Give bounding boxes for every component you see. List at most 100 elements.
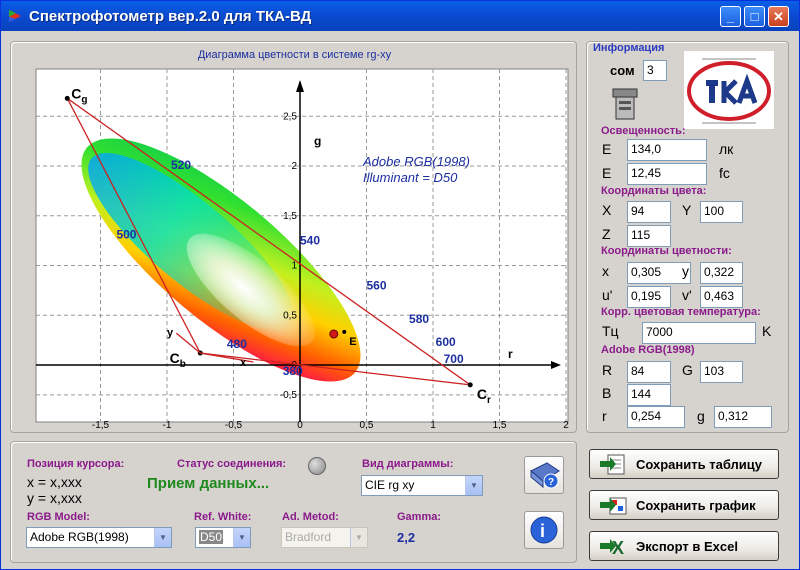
chevron-down-icon[interactable]: ▼: [154, 528, 171, 547]
b-field[interactable]: 144: [627, 384, 671, 406]
svg-text:X: X: [612, 538, 624, 557]
close-button[interactable]: ✕: [768, 6, 789, 27]
save-chart-button[interactable]: Сохранить график: [589, 490, 779, 520]
x-tick-label: -1,5: [92, 420, 110, 431]
save-table-button[interactable]: Сохранить таблицу: [589, 449, 779, 479]
white-point-label: E: [349, 336, 356, 348]
help-book-icon: ?: [530, 462, 560, 489]
save-table-label: Сохранить таблицу: [636, 456, 762, 472]
spectral-locus: [81, 138, 361, 382]
b-label: B: [602, 385, 612, 401]
y-field[interactable]: 100: [700, 201, 743, 223]
conn-label: Статус соединения:: [177, 458, 287, 470]
white-point: [329, 329, 339, 339]
com-field[interactable]: 3: [643, 60, 667, 81]
overlay-line2: Illuminant = D50: [363, 170, 458, 185]
e2-field[interactable]: 12,45: [627, 163, 707, 185]
y-tick-label: 2: [291, 161, 297, 172]
chroma-header: Координаты цветности:: [601, 245, 732, 257]
v-label: v': [682, 287, 692, 303]
x-tick-label: 1,5: [493, 420, 507, 431]
chevron-down-icon[interactable]: ▼: [233, 528, 250, 547]
svg-text:?: ?: [548, 477, 554, 488]
primary-point: [467, 382, 473, 388]
gamma-value: 2,2: [397, 530, 416, 545]
x-field[interactable]: 94: [627, 201, 671, 223]
wavelength-label: 380: [283, 364, 303, 378]
overlay-line1: Adobe RGB(1998): [362, 154, 470, 169]
gg-field[interactable]: 0,312: [714, 406, 772, 428]
y-direction-line: [175, 332, 201, 354]
v-field[interactable]: 0,463: [700, 286, 743, 308]
y-label: Y: [682, 202, 692, 218]
chromaticity-chart[interactable]: rg-1,5 -1 -0,5 0 0,5 1 1,5 22,521,510,50-0,5 Cg…: [11, 42, 578, 434]
y-tick-label: 0: [291, 360, 297, 371]
r-axis-name: r: [508, 347, 513, 361]
window-title: Спектрофотометр вер.2.0 для ТКА-ВД: [29, 7, 312, 25]
r-field[interactable]: 84: [627, 361, 671, 383]
primary-point: [64, 95, 70, 101]
g-axis-arrow: [296, 80, 304, 92]
ref-white-select[interactable]: D50 ▼: [195, 527, 251, 548]
equal-energy-point: [342, 329, 347, 334]
chart-panel: Диаграмма цветности в системе rg-xy r g -1…: [10, 41, 577, 433]
conn-status-text: Прием данных...: [147, 475, 270, 492]
port-icon: [611, 87, 639, 121]
cct-header: Корр. цветовая температура:: [601, 306, 761, 318]
tc-field[interactable]: 7000: [642, 322, 756, 344]
info-title: Информация: [593, 42, 665, 54]
ad-method-value: Bradford: [285, 530, 332, 544]
excel-icon: X: [600, 535, 628, 558]
app-icon: [7, 8, 23, 24]
e2-unit: fc: [719, 165, 730, 181]
title-bar[interactable]: Спектрофотометр вер.2.0 для ТКА-ВД _ □ ✕: [1, 1, 799, 31]
chevron-down-icon[interactable]: ▼: [350, 528, 367, 547]
export-excel-button[interactable]: X Экспорт в Excel: [589, 531, 779, 561]
wavelength-label: 580: [409, 312, 429, 326]
y-tick-label: 1: [291, 261, 297, 272]
tc-unit: K: [762, 323, 772, 339]
y-tick-label: 0,5: [283, 310, 297, 321]
maximize-button[interactable]: □: [744, 6, 765, 27]
x-tick-label: 0: [297, 420, 303, 431]
tc-label: Тц: [602, 323, 619, 339]
e1-unit: лк: [719, 141, 734, 157]
diagram-type-value: CIE rg xy: [365, 478, 415, 492]
info-button[interactable]: i: [524, 511, 564, 549]
y-tick-label: 1,5: [283, 211, 297, 222]
e1-field[interactable]: 134,0: [627, 139, 707, 161]
wavelength-label: 480: [227, 337, 247, 351]
svg-text:i: i: [540, 521, 545, 541]
help-book-button[interactable]: ?: [524, 456, 564, 494]
spectral-locus-white: [186, 233, 316, 347]
export-excel-label: Экспорт в Excel: [636, 538, 738, 554]
g-field[interactable]: 103: [700, 361, 743, 383]
ad-method-select[interactable]: Bradford ▼: [281, 527, 368, 548]
gamma-label: Gamma:: [397, 511, 442, 523]
y-axis-label: y: [167, 327, 174, 339]
rgb-model-select[interactable]: Adobe RGB(1998) ▼: [26, 527, 172, 548]
rgb-header: Adobe RGB(1998): [601, 344, 695, 356]
color-header: Координаты цвета:: [601, 185, 707, 197]
wavelength-label: 540: [300, 234, 320, 248]
minimize-button[interactable]: _: [720, 6, 741, 27]
ref-white-label: Ref. White:: [194, 511, 252, 523]
y-tick-label: -0,5: [280, 390, 298, 401]
chevron-down-icon[interactable]: ▼: [465, 476, 482, 495]
cursor-x: x = x,xxx: [27, 474, 82, 490]
e2-label: E: [602, 165, 612, 181]
e1-label: E: [602, 141, 612, 157]
rr-field[interactable]: 0,254: [627, 406, 685, 428]
diag-label: Вид диаграммы:: [362, 458, 454, 470]
diagram-type-select[interactable]: CIE rg xy ▼: [361, 475, 483, 496]
info-icon: i: [530, 516, 558, 544]
cx-field[interactable]: 0,305: [627, 262, 691, 284]
x-label: X: [602, 202, 612, 218]
cy-field[interactable]: 0,322: [700, 262, 743, 284]
u-field[interactable]: 0,195: [627, 286, 671, 308]
r-axis-arrow: [551, 361, 561, 369]
z-field[interactable]: 115: [627, 225, 671, 247]
wavelength-label: 520: [171, 158, 191, 172]
